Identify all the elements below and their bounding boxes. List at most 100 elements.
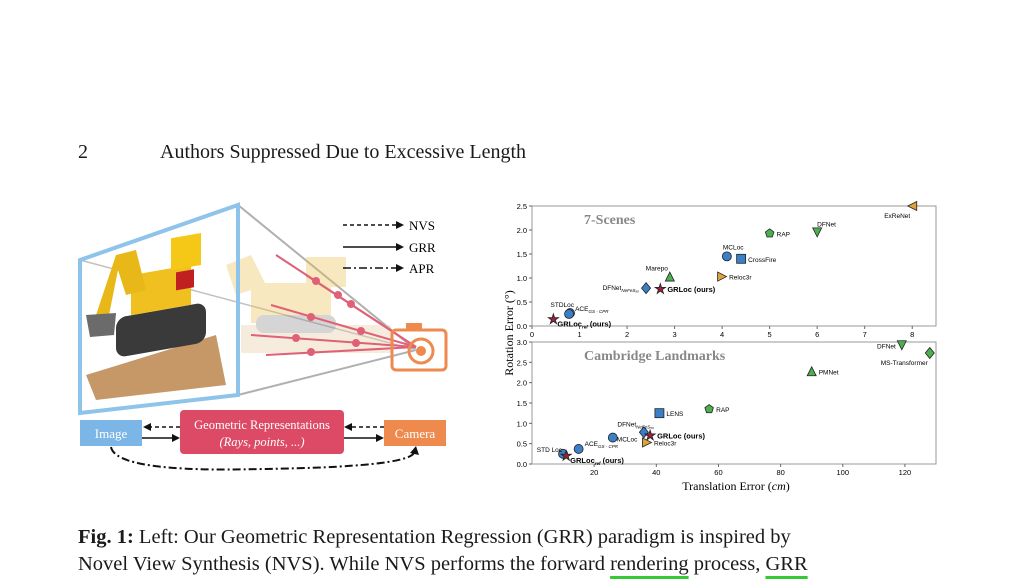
frustum-line xyxy=(237,349,417,396)
rays-group xyxy=(250,254,417,356)
point-ms-transformer xyxy=(924,346,935,360)
point-label-dfnet: DFNetNeFeS₅₀ xyxy=(603,285,640,293)
point-label-ace: ACEGS - CPR xyxy=(585,441,619,449)
y-tick-label: 3.0 xyxy=(517,338,527,347)
point-label-stdloc: STDLoc xyxy=(551,302,575,309)
grr-paradigm-diagram: NVS GRR APR Image Geometric Representati… xyxy=(78,202,448,471)
point-dfnet xyxy=(812,227,823,238)
image-plane-frame xyxy=(78,202,240,416)
y-tick-label: 0.0 xyxy=(517,460,527,469)
y-tick-label: 0.5 xyxy=(517,440,527,449)
error-comparison-charts: Rotation Error (°) Translation Error (cm… xyxy=(502,200,937,493)
y-tick-label: 2.0 xyxy=(517,379,527,388)
legend-grr: GRR xyxy=(409,240,436,255)
point-mcloc xyxy=(721,251,732,262)
caption-label: Fig. 1: xyxy=(78,526,134,548)
point-rap xyxy=(764,228,775,238)
point-dfnet xyxy=(896,340,907,351)
excavator-icon xyxy=(86,232,226,400)
y-tick-label: 1.0 xyxy=(517,274,527,283)
point-grloc xyxy=(559,449,573,462)
camera-box xyxy=(384,420,446,446)
y-tick-label: 0.5 xyxy=(517,298,527,307)
point-label-dfnet: DFNet xyxy=(817,221,836,228)
point-label-std-loc: STD Loc xyxy=(537,447,563,454)
x-tick-label: 120 xyxy=(899,468,912,477)
point-reloc3r xyxy=(642,437,653,448)
x-tick-label: 20 xyxy=(590,468,598,477)
x-tick-label: 3 xyxy=(673,330,677,339)
point-label-reloc3r: Reloc3r xyxy=(729,275,752,282)
point-exrenet xyxy=(906,200,918,212)
point-label-dfnet: DFNet xyxy=(877,343,896,350)
point-label-grloc-ours: GRLoc (ours) xyxy=(657,432,705,441)
y-tick-label: 1.5 xyxy=(517,250,527,259)
point-label-marepo: Marepo xyxy=(646,266,668,273)
point-label-exrenet: ExReNet xyxy=(884,213,910,220)
point-dfnet xyxy=(641,281,652,295)
chart-cambridge: 0.0 0.5 1.0 1.5 2.0 2.5 3.0 20 40 60 80 100 120 Cambr… xyxy=(517,338,937,477)
x-tick-label: 60 xyxy=(714,468,722,477)
point-label-dfnet: DFNetNeFeS₅₀ xyxy=(617,421,654,429)
caption-line-2b: process, xyxy=(688,553,766,575)
x-tick-label: 0 xyxy=(530,330,534,339)
plot-area xyxy=(531,341,937,465)
x-tick-label: 100 xyxy=(837,468,850,477)
point-grloc-ours xyxy=(653,282,667,295)
point-label-reloc3r: Reloc3r xyxy=(654,440,677,447)
point-ace xyxy=(573,444,584,454)
x-tick-label: 2 xyxy=(625,330,629,339)
point-label-rap: RAP xyxy=(777,231,790,238)
x-tick-label: 4 xyxy=(720,330,724,339)
caption-line-1: Left: Our Geometric Representation Regre… xyxy=(138,526,791,548)
point-label-ace: ACEGS - CPR xyxy=(575,306,609,314)
point-label-pmnet: PMNet xyxy=(819,369,839,376)
x-tick-label: 80 xyxy=(776,468,784,477)
caption-line-2a: Novel View Synthesis (NVS). While NVS pe… xyxy=(78,553,611,575)
point-rap xyxy=(704,404,714,414)
x-tick-label: 6 xyxy=(815,330,819,339)
y-tick-label: 2.5 xyxy=(517,202,527,211)
point-label-grloc: GRLocref (ours) xyxy=(570,456,624,466)
point-label-crossfire: CrossFire xyxy=(748,257,777,264)
point-ace xyxy=(564,309,574,319)
x-tick-label: 7 xyxy=(863,330,867,339)
point-label-mcloc: MCLoc xyxy=(723,244,744,251)
plot-area xyxy=(531,205,937,327)
point-reloc3r xyxy=(717,271,728,282)
point-grloc-ours xyxy=(643,428,657,441)
chart-title: 7-Scenes xyxy=(584,213,636,228)
x-tick-label: 40 xyxy=(652,468,660,477)
figure-caption: Fig. 1: Left: Our Geometric Representati… xyxy=(78,524,948,578)
point-grloc xyxy=(546,312,560,325)
y-tick-label: 1.5 xyxy=(517,399,527,408)
image-box-label: Image xyxy=(95,426,128,441)
camera-box-label: Camera xyxy=(395,426,436,441)
point-lens xyxy=(654,408,665,419)
point-label-grloc: GRLocref (ours) xyxy=(557,319,611,329)
geo-box-subtitle: (Rays, points, ...) xyxy=(219,435,304,449)
y-tick-label: 2.5 xyxy=(517,358,527,367)
y-tick-label: 1.0 xyxy=(517,419,527,428)
image-box xyxy=(80,420,142,446)
point-crossfire xyxy=(736,253,747,264)
point-label-mcloc: MCLoc xyxy=(617,437,638,444)
legend-apr: APR xyxy=(409,261,435,276)
point-label-rap: RAP xyxy=(716,407,729,414)
geometric-representations-box xyxy=(180,410,344,454)
point-label-grloc-ours: GRLoc (ours) xyxy=(667,285,715,294)
chart-7-scenes: 0.0 0.5 1.0 1.5 2.0 2.5 0 1 2 3 4 5 6 7 8 7-Scenes ExReN… xyxy=(517,200,937,339)
legend-nvs: NVS xyxy=(409,218,435,233)
camera-icon xyxy=(390,323,448,372)
y-axis-label: Rotation Error (°) xyxy=(502,290,516,375)
caption-underlined-rendering: rendering xyxy=(610,553,689,575)
y-tick-label: 2.0 xyxy=(517,226,527,235)
x-axis-label: Translation Error (cm) xyxy=(682,479,790,493)
point-label-lens: LENS xyxy=(666,411,684,418)
frustum-line xyxy=(237,204,417,351)
point-mcloc xyxy=(607,432,618,443)
legend: NVS GRR APR xyxy=(343,218,436,276)
page-number: 2 xyxy=(78,141,88,163)
chart-title: Cambridge Landmarks xyxy=(584,349,726,364)
x-tick-label: 8 xyxy=(910,330,914,339)
